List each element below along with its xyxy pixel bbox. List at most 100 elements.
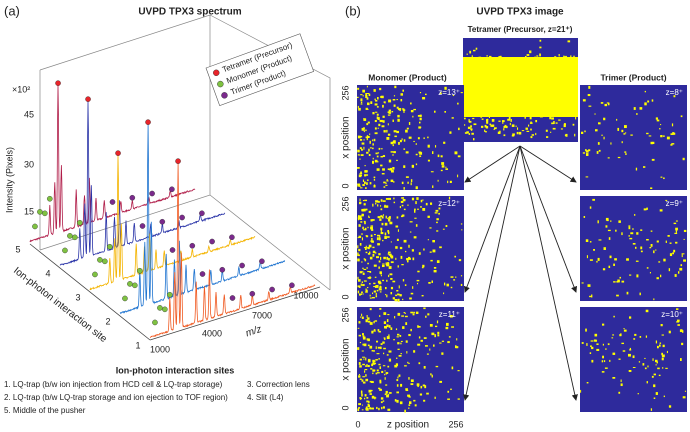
pixel xyxy=(390,241,392,243)
pixel xyxy=(360,154,364,156)
pixel xyxy=(402,199,406,202)
pixel xyxy=(368,154,371,157)
pixel xyxy=(382,239,384,242)
pixel xyxy=(386,336,390,340)
pixel xyxy=(389,273,393,276)
pixel xyxy=(421,295,424,297)
pixel xyxy=(410,311,414,314)
pixel xyxy=(385,205,389,208)
pixel xyxy=(550,131,552,133)
pixel xyxy=(359,173,363,175)
pixel xyxy=(493,129,495,131)
pixel xyxy=(584,130,586,133)
pixel xyxy=(668,268,671,272)
pixel xyxy=(392,297,395,300)
pixel xyxy=(390,292,393,295)
pixel xyxy=(447,390,450,393)
pixel xyxy=(358,217,360,220)
pixel xyxy=(655,340,658,344)
pixel xyxy=(400,93,404,96)
pixel xyxy=(371,407,374,410)
pixel xyxy=(673,132,676,135)
pixel xyxy=(489,55,492,58)
column-title: Monomer (Product) xyxy=(368,72,447,82)
pixel xyxy=(435,325,438,328)
pixel xyxy=(375,111,378,113)
pixel xyxy=(623,329,627,332)
pixel xyxy=(525,127,528,130)
pixel xyxy=(445,168,449,170)
pixel xyxy=(586,153,589,156)
tick-label: 0 xyxy=(340,183,350,188)
pixel xyxy=(359,198,361,202)
pixel xyxy=(363,130,365,133)
pixel xyxy=(436,230,439,232)
pixel xyxy=(412,286,414,289)
pixel xyxy=(655,249,657,251)
pixel xyxy=(670,133,674,135)
pixel xyxy=(682,157,685,161)
pixel xyxy=(408,136,412,139)
pixel xyxy=(582,99,586,102)
pixel xyxy=(418,362,421,365)
pixel xyxy=(597,220,599,224)
pixel xyxy=(589,259,593,261)
pixel xyxy=(636,232,639,235)
pixel xyxy=(374,103,378,106)
pixel xyxy=(484,129,486,132)
pixel xyxy=(399,206,401,209)
pixel xyxy=(602,323,605,326)
pixel xyxy=(371,395,375,399)
pixel xyxy=(363,358,365,360)
pixel xyxy=(424,385,427,389)
pixel xyxy=(379,315,381,318)
pixel xyxy=(558,119,561,121)
pixel xyxy=(436,260,440,263)
pixel xyxy=(377,97,379,100)
pixel xyxy=(379,308,382,310)
pixel xyxy=(652,141,655,145)
pixel xyxy=(365,378,369,382)
pixel xyxy=(415,186,418,190)
pixel xyxy=(361,350,364,352)
pixel xyxy=(518,131,522,135)
pixel xyxy=(431,280,433,283)
marker xyxy=(179,214,185,221)
pixel xyxy=(373,360,376,362)
pixel xyxy=(586,343,588,346)
pixel xyxy=(379,234,381,238)
pixel xyxy=(683,238,685,240)
pixel xyxy=(611,337,614,339)
pixel xyxy=(415,163,418,166)
pixel xyxy=(399,294,402,297)
pixel xyxy=(429,324,433,327)
pixel xyxy=(362,293,364,295)
pixel xyxy=(380,95,383,98)
pixel xyxy=(387,114,391,116)
pixel xyxy=(457,398,460,400)
pixel xyxy=(630,134,633,136)
pixel xyxy=(366,315,368,318)
pixel xyxy=(378,123,381,127)
pixel xyxy=(367,102,370,106)
legend-box xyxy=(205,33,315,106)
pixel xyxy=(367,403,370,406)
pixel xyxy=(373,264,377,267)
pixel xyxy=(510,119,512,122)
pixel xyxy=(397,342,400,345)
pixel xyxy=(365,129,367,132)
pixel xyxy=(440,155,443,158)
pixel xyxy=(659,342,662,344)
pixel xyxy=(374,120,377,123)
pixel xyxy=(551,122,554,125)
pixel xyxy=(539,53,541,57)
pixel xyxy=(417,343,421,346)
pixel xyxy=(386,180,389,182)
pixel xyxy=(357,285,361,288)
pixel xyxy=(410,182,412,186)
pixel xyxy=(359,358,362,361)
pixel xyxy=(418,126,421,129)
pixel xyxy=(362,333,364,336)
pixel xyxy=(396,399,399,403)
pixel xyxy=(652,358,654,361)
